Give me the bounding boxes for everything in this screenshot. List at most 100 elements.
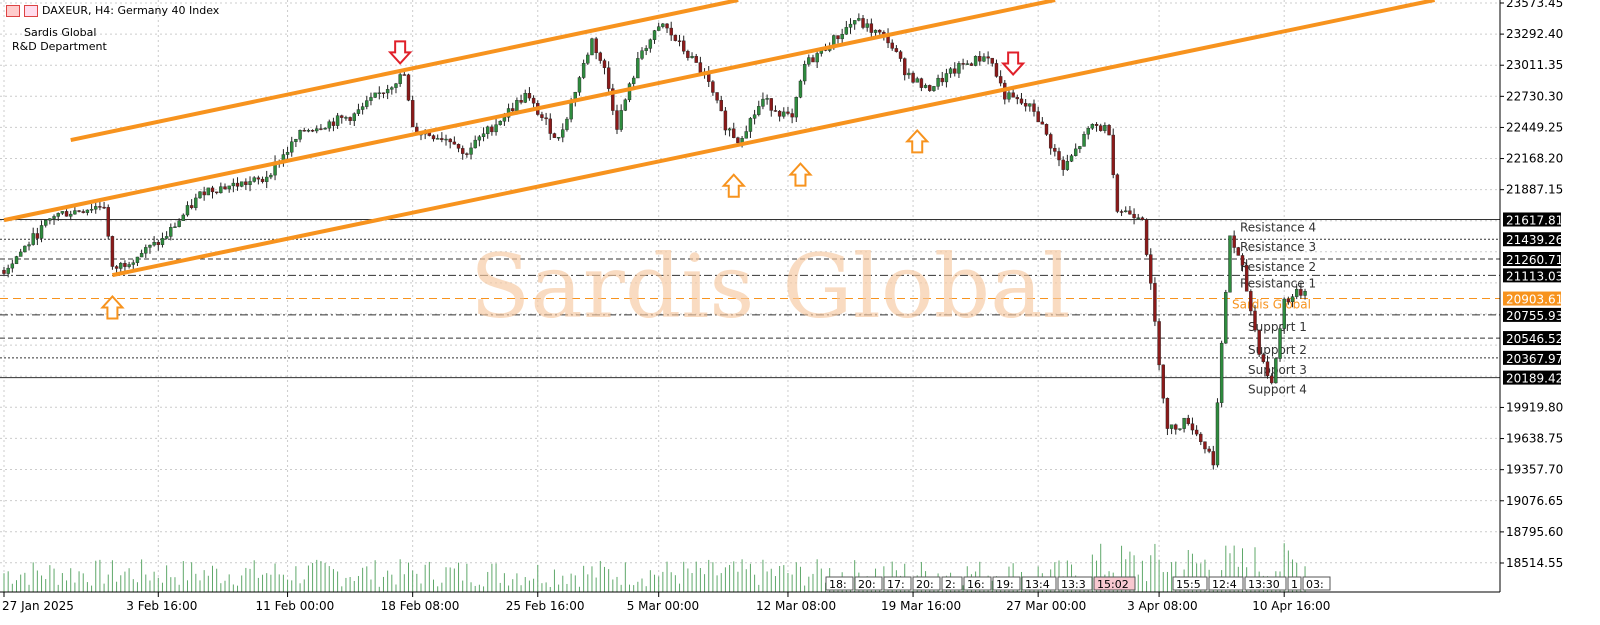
candle-body — [682, 40, 686, 52]
candle-body — [369, 97, 373, 101]
candle-body — [194, 197, 198, 208]
candle-body — [1265, 361, 1270, 377]
price-tag — [1503, 331, 1561, 346]
candle-body — [986, 56, 990, 59]
level-label: Support 2 — [1248, 343, 1307, 357]
candle-body — [923, 85, 928, 88]
candle-body — [1115, 174, 1120, 212]
session-mark-label: 1 — [1291, 578, 1298, 591]
level-label: Support 4 — [1248, 383, 1307, 397]
candle-body — [335, 115, 340, 126]
candle-body — [873, 29, 878, 33]
candle-body — [1094, 124, 1099, 126]
candle-body — [1023, 103, 1028, 107]
candle-body — [344, 117, 348, 119]
indicator-list-icon[interactable] — [6, 4, 20, 17]
candle-body — [365, 100, 369, 107]
price-tag — [1503, 232, 1561, 247]
candle-body — [1048, 134, 1053, 149]
candle-body — [736, 137, 740, 144]
candle-body — [177, 220, 181, 227]
candle-body — [515, 100, 519, 112]
candle-body — [719, 100, 723, 112]
session-mark-label: 15:02 — [1097, 578, 1129, 591]
candle-body — [1290, 296, 1295, 303]
candle-body — [152, 242, 156, 246]
candle-body — [677, 40, 682, 42]
company-name: Sardis Global — [24, 26, 97, 39]
watermark: Sardis Global — [470, 235, 1071, 338]
template-icon[interactable] — [24, 4, 38, 17]
candle-body — [807, 57, 811, 65]
candle-body — [456, 144, 461, 149]
candle-body — [748, 118, 753, 132]
candle-body — [1090, 124, 1095, 129]
candle-body — [1224, 292, 1228, 344]
arrow-down-icon — [387, 40, 413, 65]
y-tick-label: 19076.65 — [1506, 494, 1563, 508]
candle-body — [131, 262, 135, 265]
candle-body — [761, 98, 765, 107]
candle-body — [782, 111, 786, 117]
candle-body — [602, 60, 607, 68]
candle-body — [6, 267, 10, 274]
candle-body — [640, 50, 644, 59]
candle-body — [252, 177, 256, 182]
candle-body — [69, 213, 73, 217]
candle-body — [957, 63, 961, 74]
candle-body — [586, 54, 590, 64]
candle-body — [102, 206, 106, 209]
candle-body — [235, 182, 240, 187]
candle-body — [156, 242, 160, 245]
candle-body — [723, 110, 728, 131]
candle-body — [1136, 217, 1140, 219]
candle-body — [10, 263, 15, 269]
candle-body — [794, 97, 798, 118]
candle-body — [452, 141, 457, 145]
session-mark — [1172, 576, 1208, 591]
candle-body — [765, 98, 769, 100]
arrow-up-icon — [721, 173, 747, 198]
candle-body — [89, 209, 94, 211]
candle-body — [1232, 235, 1236, 248]
candle-body — [652, 30, 657, 40]
candle-body — [911, 72, 915, 83]
candle-body — [144, 247, 148, 254]
candle-body — [60, 211, 65, 214]
candle-body — [73, 210, 77, 215]
candle-body — [173, 226, 177, 228]
candle-body — [594, 38, 598, 54]
candle-body — [44, 219, 48, 226]
candle-body — [227, 185, 231, 190]
session-mark-label: 17: — [887, 578, 905, 591]
price-tag — [1503, 350, 1561, 365]
candle-body — [903, 58, 907, 76]
session-mark — [825, 576, 854, 591]
candle-body — [623, 99, 628, 111]
candle-body — [631, 77, 636, 84]
candle-body — [435, 138, 440, 140]
price-tag-text: 21617.81 — [1506, 213, 1563, 227]
x-tick-label: 11 Feb 00:00 — [256, 599, 335, 613]
session-mark — [883, 576, 912, 591]
candle-body — [844, 27, 849, 35]
x-tick-label: 18 Feb 08:00 — [381, 599, 460, 613]
candle-body — [878, 29, 882, 33]
level-label: Support 1 — [1248, 320, 1307, 334]
candle-body — [915, 78, 919, 83]
candle-body — [169, 227, 173, 237]
candle-body — [665, 23, 669, 29]
candle-body — [852, 20, 857, 25]
candle-body — [1086, 128, 1090, 135]
candle-body — [1036, 111, 1040, 123]
candle-body — [1119, 211, 1124, 213]
candle-body — [431, 135, 436, 140]
candle-body — [323, 127, 327, 130]
candle-body — [27, 244, 31, 247]
candle-body — [465, 153, 469, 155]
session-mark — [912, 576, 941, 591]
candle-body — [948, 68, 953, 74]
x-tick-label: 3 Feb 16:00 — [126, 599, 197, 613]
